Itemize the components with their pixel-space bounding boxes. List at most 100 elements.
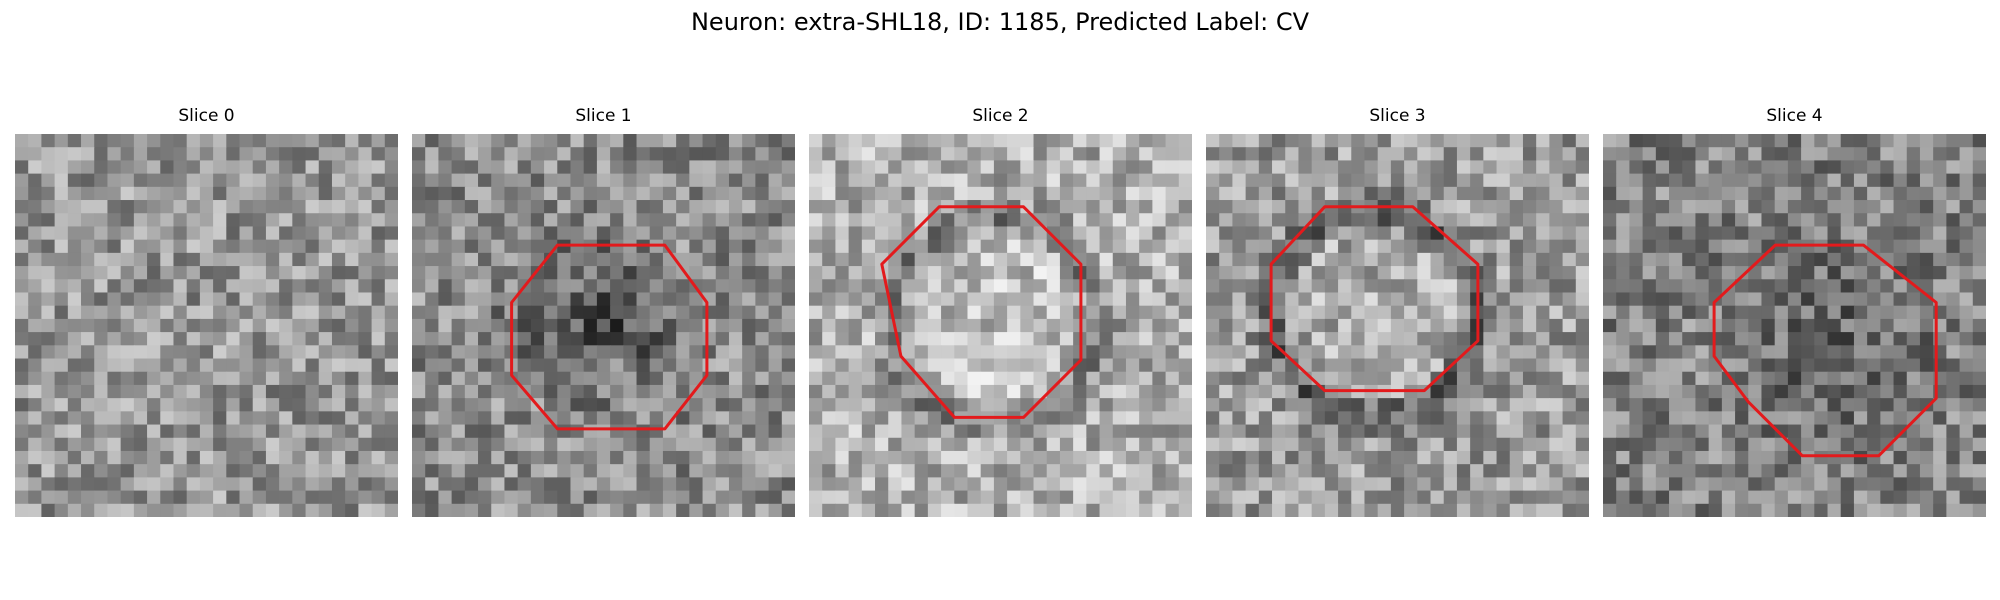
image-pixel (728, 147, 743, 162)
image-pixel (1456, 358, 1471, 373)
image-pixel (1112, 173, 1127, 188)
image-pixel (596, 464, 611, 478)
image-pixel (809, 266, 823, 280)
image-pixel (1814, 160, 1829, 175)
image-pixel (1906, 411, 1921, 426)
image-pixel (1258, 477, 1273, 492)
image-pixel (425, 239, 440, 254)
image-pixel (1735, 279, 1749, 294)
image-pixel (1946, 358, 1961, 373)
image-pixel (1919, 450, 1934, 465)
image-pixel (1272, 318, 1286, 333)
image-pixel (530, 318, 545, 333)
image-pixel (927, 503, 942, 517)
image-pixel (1338, 213, 1352, 228)
image-pixel (67, 318, 82, 333)
image-pixel (1099, 411, 1114, 426)
image-pixel (1642, 345, 1657, 360)
image-pixel (1735, 252, 1749, 267)
image-pixel (689, 332, 704, 346)
image-pixel (1562, 371, 1577, 386)
image-pixel (265, 437, 280, 452)
image-pixel (715, 398, 730, 412)
image-pixel (742, 305, 756, 320)
image-pixel (412, 490, 426, 505)
image-pixel (1893, 371, 1908, 386)
image-pixel (861, 252, 876, 267)
image-pixel (425, 160, 440, 175)
image-pixel (1020, 464, 1035, 478)
image-pixel (279, 160, 293, 175)
image-pixel (1178, 464, 1192, 478)
image-pixel (1629, 173, 1644, 188)
image-pixel (1682, 200, 1697, 214)
image-pixel (1549, 424, 1564, 439)
image-pixel (1311, 134, 1326, 148)
image-pixel (81, 384, 95, 399)
image-pixel (15, 318, 29, 333)
image-pixel (1496, 358, 1511, 373)
image-pixel (544, 226, 558, 241)
image-pixel (768, 305, 783, 320)
image-pixel (1073, 411, 1087, 426)
image-pixel (768, 371, 783, 386)
image-pixel (980, 345, 995, 360)
image-pixel (1311, 358, 1326, 373)
image-pixel (1642, 332, 1657, 346)
image-pixel (358, 147, 373, 162)
image-pixel (1801, 477, 1815, 492)
image-pixel (809, 358, 823, 373)
image-pixel (371, 173, 386, 188)
image-pixel (94, 477, 109, 492)
image-pixel (15, 398, 29, 412)
image-pixel (544, 477, 558, 492)
image-pixel (517, 411, 532, 426)
image-pixel (583, 147, 598, 162)
image-pixel (636, 173, 651, 188)
image-pixel (1059, 477, 1074, 492)
image-pixel (478, 252, 492, 267)
image-pixel (901, 305, 916, 320)
image-pixel (1007, 318, 1021, 333)
image-pixel (1046, 279, 1061, 294)
image-pixel (901, 226, 916, 241)
image-pixel (1125, 252, 1140, 267)
image-pixel (954, 147, 969, 162)
image-pixel (809, 186, 823, 201)
image-pixel (1086, 384, 1101, 399)
image-pixel (305, 266, 320, 280)
image-pixel (67, 252, 82, 267)
image-pixel (478, 358, 492, 373)
image-pixel (1562, 437, 1577, 452)
image-pixel (358, 173, 373, 188)
image-pixel (147, 134, 161, 148)
image-pixel (636, 252, 651, 267)
image-pixel (1669, 239, 1683, 254)
image-pixel (888, 398, 903, 412)
image-pixel (636, 305, 651, 320)
image-pixel (54, 266, 69, 280)
image-pixel (1695, 464, 1710, 478)
image-pixel (1801, 252, 1815, 267)
image-pixel (544, 173, 558, 188)
image-pixel (822, 477, 837, 492)
image-pixel (848, 411, 863, 426)
image-pixel (331, 305, 346, 320)
image-pixel (1417, 226, 1432, 241)
image-pixel (1867, 437, 1881, 452)
image-pixel (1761, 424, 1776, 439)
image-pixel (781, 252, 795, 267)
image-pixel (1721, 437, 1736, 452)
image-pixel (875, 371, 889, 386)
image-pixel (1787, 411, 1802, 426)
image-pixel (1099, 490, 1114, 505)
image-pixel (941, 213, 955, 228)
image-pixel (107, 160, 122, 175)
image-pixel (54, 134, 69, 148)
image-pixel (1827, 266, 1842, 280)
image-pixel (662, 503, 677, 517)
image-pixel (1496, 200, 1511, 214)
image-pixel (1655, 305, 1670, 320)
image-pixel (1761, 371, 1776, 386)
image-pixel (1603, 160, 1617, 175)
